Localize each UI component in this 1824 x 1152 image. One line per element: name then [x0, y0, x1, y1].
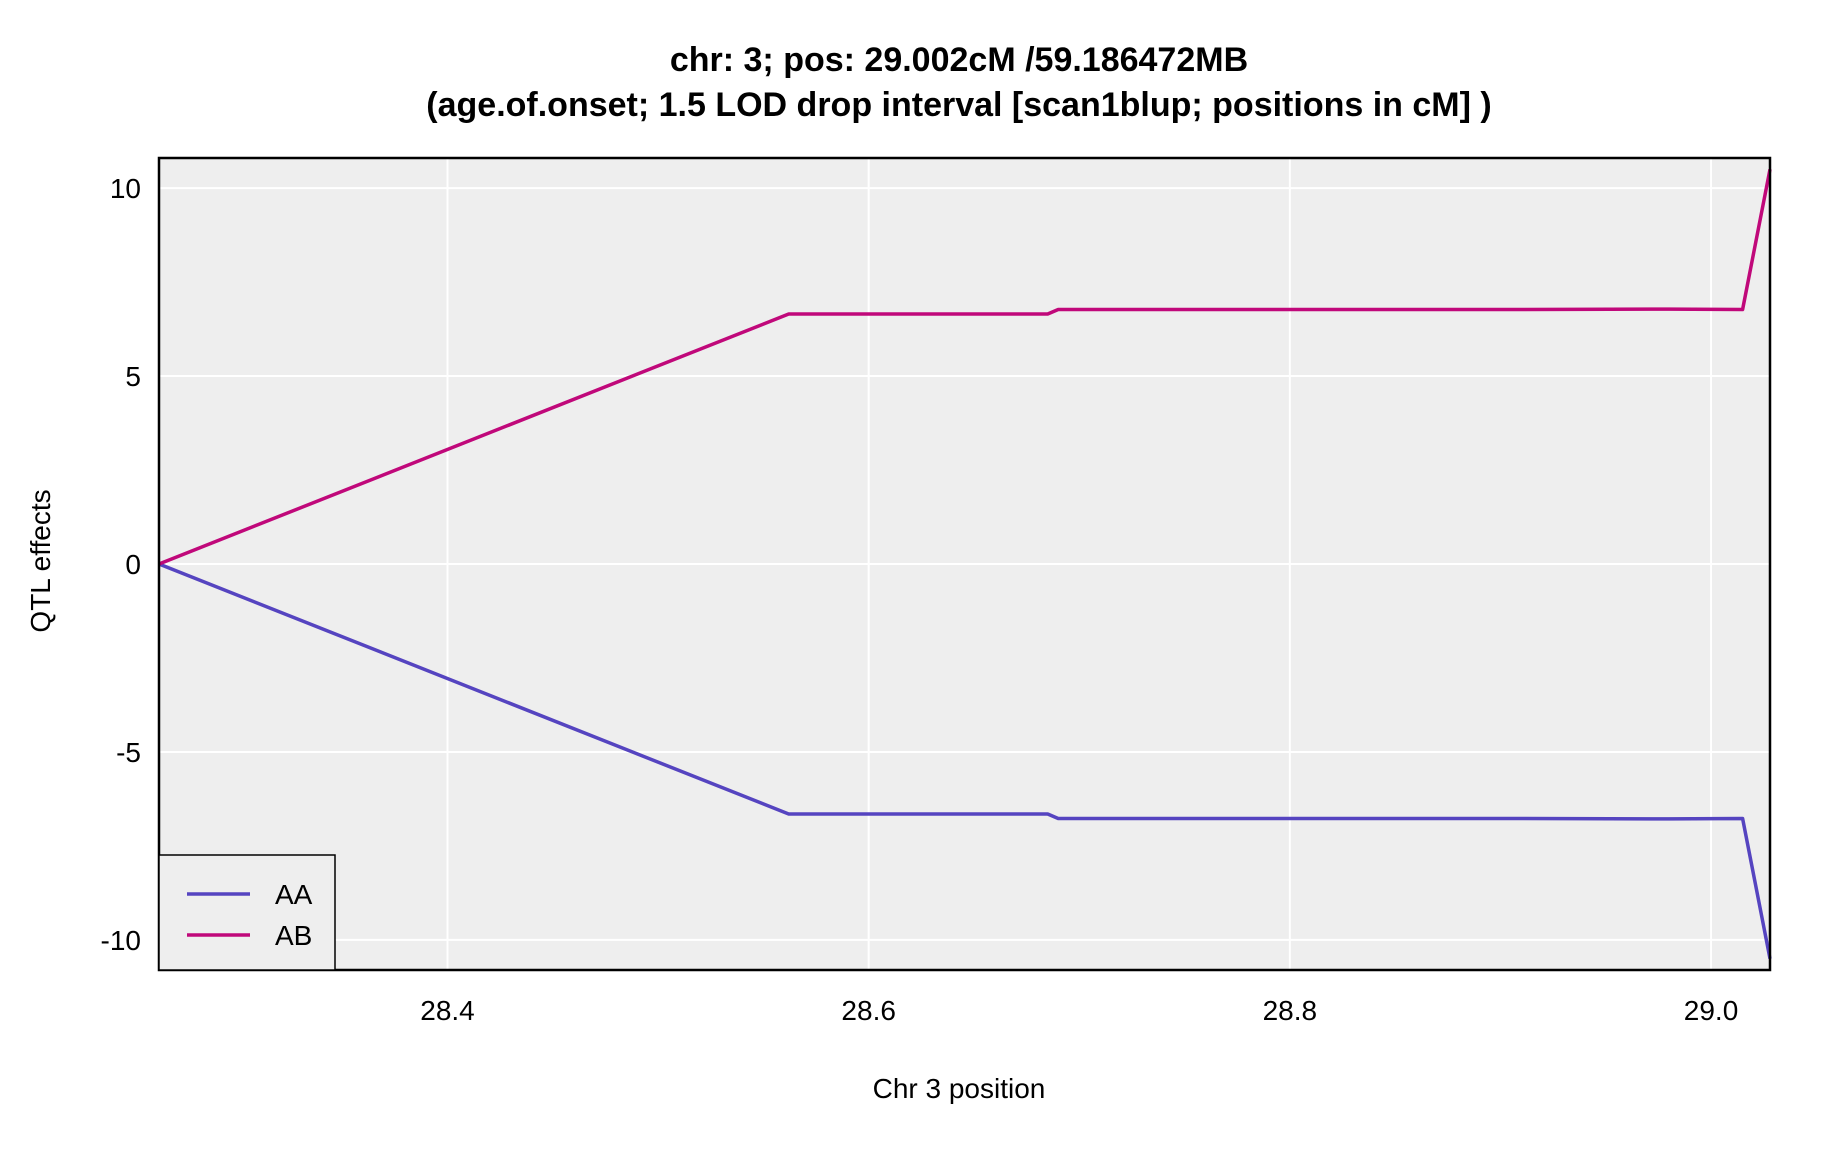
legend-box: [158, 854, 336, 971]
y-axis-label: QTL effects: [25, 489, 56, 632]
series-line-aa: [158, 562, 1772, 960]
legend-label: AA: [275, 879, 313, 910]
x-tick-label: 28.4: [420, 995, 475, 1026]
legend-label: AB: [275, 920, 312, 951]
chart-title-line2: (age.of.onset; 1.5 LOD drop interval [sc…: [426, 86, 1491, 124]
y-tick-label: -10: [101, 925, 141, 956]
x-tick-label: 29.0: [1684, 995, 1739, 1026]
y-tick-label: 10: [110, 173, 141, 204]
plot-frame: [157, 156, 1772, 972]
grid-lines: [159, 158, 1770, 970]
chart-title-line1: chr: 3; pos: 29.002cM /59.186472MB: [670, 41, 1248, 79]
y-tick-label: 5: [125, 361, 141, 392]
x-axis-label: Chr 3 position: [873, 1073, 1046, 1104]
x-tick-label: 28.8: [1263, 995, 1318, 1026]
series-lines: [158, 168, 1772, 960]
x-axis-ticks: 28.4 28.6 28.8 29.0: [420, 995, 1738, 1026]
y-tick-label: -5: [116, 737, 141, 768]
legend: AA AB: [158, 854, 336, 971]
x-tick-label: 28.6: [841, 995, 896, 1026]
series-line-ab: [158, 168, 1772, 566]
y-axis-ticks: -10 -5 0 5 10: [101, 173, 141, 956]
y-tick-label: 0: [125, 549, 141, 580]
